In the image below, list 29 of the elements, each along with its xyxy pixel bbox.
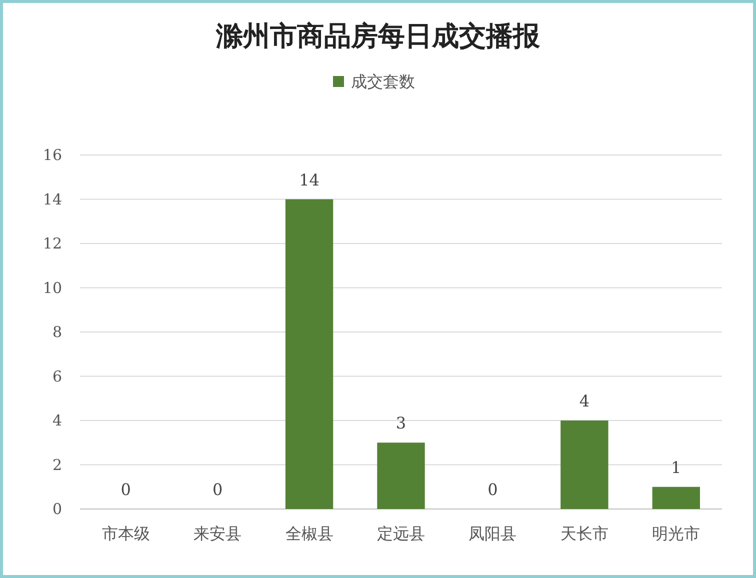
- y-tick-label: 8: [52, 323, 62, 341]
- bar: [652, 486, 700, 509]
- bar: [377, 442, 425, 509]
- x-tick-label: 定远县: [377, 524, 425, 543]
- x-tick-label: 来安县: [194, 524, 242, 543]
- y-tick-label: 14: [42, 190, 62, 208]
- bar: [560, 420, 608, 509]
- x-tick-label: 天长市: [560, 524, 608, 543]
- y-tick-label: 12: [42, 234, 62, 252]
- y-tick-label: 2: [52, 456, 62, 474]
- y-tick-label: 4: [52, 412, 62, 430]
- chart-title: 滁州市商品房每日成交播报: [215, 21, 541, 52]
- x-tick-label: 明光市: [652, 524, 700, 543]
- y-tick-label: 10: [42, 278, 62, 297]
- legend-label: 成交套数: [351, 72, 415, 91]
- bar: [285, 199, 334, 509]
- data-label: 0: [212, 480, 223, 499]
- data-label: 0: [120, 480, 131, 499]
- data-label: 1: [671, 458, 682, 477]
- x-tick-label: 全椒县: [285, 524, 334, 543]
- x-tick-label: 市本级: [102, 524, 150, 543]
- x-tick-label: 凤阳县: [468, 524, 517, 543]
- data-label: 14: [299, 170, 320, 190]
- data-label: 3: [396, 414, 406, 433]
- data-label: 0: [488, 480, 498, 499]
- data-label: 4: [579, 392, 590, 410]
- y-tick-label: 0: [52, 500, 62, 518]
- y-tick-label: 6: [52, 367, 62, 386]
- y-tick-label: 16: [42, 146, 62, 164]
